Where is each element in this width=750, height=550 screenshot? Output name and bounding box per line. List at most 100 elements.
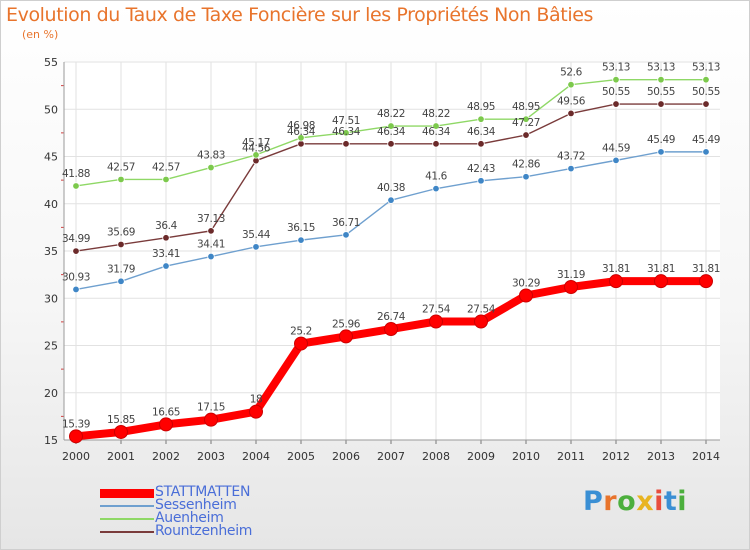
y-tick-label: 30: [44, 292, 58, 305]
legend-swatch: [100, 518, 154, 520]
data-label: 27.54: [467, 303, 496, 315]
y-tick-label: 25: [44, 340, 58, 353]
data-point: [117, 277, 125, 286]
data-point: [612, 100, 620, 108]
y-tick-label: 45: [44, 151, 58, 164]
data-point: [474, 314, 488, 329]
data-point: [567, 164, 575, 173]
data-point: [432, 140, 440, 148]
data-point: [699, 274, 713, 289]
x-tick-label: 2009: [467, 450, 495, 463]
y-tick-label: 20: [44, 387, 58, 400]
data-point: [69, 429, 83, 444]
data-label: 43.72: [557, 151, 585, 163]
y-tick-label: 55: [44, 56, 58, 69]
x-tick-label: 2004: [242, 450, 270, 463]
data-point: [522, 131, 530, 139]
x-tick-label: 2001: [107, 450, 135, 463]
data-label: 40.38: [377, 182, 405, 194]
data-point: [522, 173, 530, 181]
data-point: [654, 274, 668, 289]
data-label: 45.17: [242, 137, 270, 149]
data-point: [342, 129, 350, 137]
data-label: 47.51: [332, 115, 360, 127]
data-label: 30.93: [62, 271, 90, 283]
data-point: [72, 247, 80, 255]
data-label: 27.54: [422, 303, 451, 315]
data-label: 48.22: [422, 108, 450, 120]
data-point: [384, 322, 398, 337]
data-label: 50.55: [602, 86, 630, 98]
data-label: 15.39: [62, 418, 90, 430]
data-point: [117, 175, 125, 184]
data-point: [297, 134, 305, 142]
data-label: 42.57: [152, 161, 180, 173]
data-point: [429, 314, 443, 329]
data-label: 30.29: [512, 278, 540, 290]
data-label: 31.19: [557, 269, 585, 281]
data-label: 46.34: [422, 126, 451, 138]
data-label: 53.13: [692, 62, 720, 74]
data-point: [657, 148, 665, 156]
logo-letter: t: [663, 486, 678, 517]
data-point: [342, 140, 350, 148]
data-label: 46.34: [377, 126, 406, 138]
data-label: 48.95: [512, 101, 540, 113]
legend-label: Sessenheim: [155, 497, 237, 513]
data-label: 48.22: [377, 108, 405, 120]
legend-label: Rountzenheim: [155, 523, 253, 539]
data-label: 49.56: [557, 95, 586, 107]
data-label: 31.81: [602, 263, 630, 275]
data-label: 36.4: [155, 220, 177, 232]
data-label: 45.49: [692, 134, 720, 146]
data-point: [657, 100, 665, 108]
data-point: [207, 252, 215, 261]
legend-swatch: [100, 488, 154, 498]
data-point: [204, 412, 218, 427]
x-tick-label: 2005: [287, 450, 315, 463]
proxiti-logo: Proxiti: [583, 486, 687, 517]
legend-swatch: [100, 531, 154, 533]
legend-label: STATTMATTEN: [155, 484, 251, 500]
data-label: 46.34: [467, 126, 496, 138]
data-point: [432, 122, 440, 130]
data-point: [567, 80, 575, 89]
data-label: 47.27: [512, 117, 540, 129]
x-tick-label: 2006: [332, 450, 360, 463]
x-tick-label: 2012: [602, 450, 630, 463]
logo-letter: i: [654, 486, 664, 517]
data-label: 50.55: [647, 86, 675, 98]
data-label: 44.56: [242, 143, 271, 155]
data-point: [387, 196, 395, 204]
data-label: 17.15: [197, 402, 225, 414]
legend-swatch: [100, 505, 154, 507]
x-tick-label: 2010: [512, 450, 540, 463]
y-tick-label: 50: [44, 103, 58, 116]
y-tick-label: 15: [44, 434, 58, 447]
data-label: 16.65: [152, 406, 180, 418]
data-label: 41.88: [62, 168, 90, 180]
data-label: 33.41: [152, 248, 180, 260]
data-point: [522, 115, 530, 123]
data-label: 36.15: [287, 222, 315, 234]
x-tick-label: 2000: [62, 450, 90, 463]
data-label: 31.79: [107, 263, 135, 275]
x-tick-label: 2013: [647, 450, 675, 463]
data-label: 53.13: [647, 62, 675, 74]
logo-letter: o: [617, 486, 637, 517]
chart-subtitle: (en %): [22, 28, 59, 41]
data-point: [159, 417, 173, 432]
data-point: [519, 288, 533, 303]
logo-letter: P: [583, 486, 604, 517]
y-tick-label: 40: [44, 198, 58, 211]
data-label: 18: [250, 394, 263, 406]
data-label: 42.57: [107, 161, 135, 173]
data-point: [207, 163, 215, 172]
x-tick-label: 2014: [692, 450, 720, 463]
data-label: 25.96: [332, 318, 361, 330]
logo-letter: r: [603, 486, 618, 517]
data-point: [249, 404, 263, 419]
data-label: 44.59: [602, 142, 630, 154]
data-point: [564, 280, 578, 295]
data-point: [612, 156, 620, 165]
